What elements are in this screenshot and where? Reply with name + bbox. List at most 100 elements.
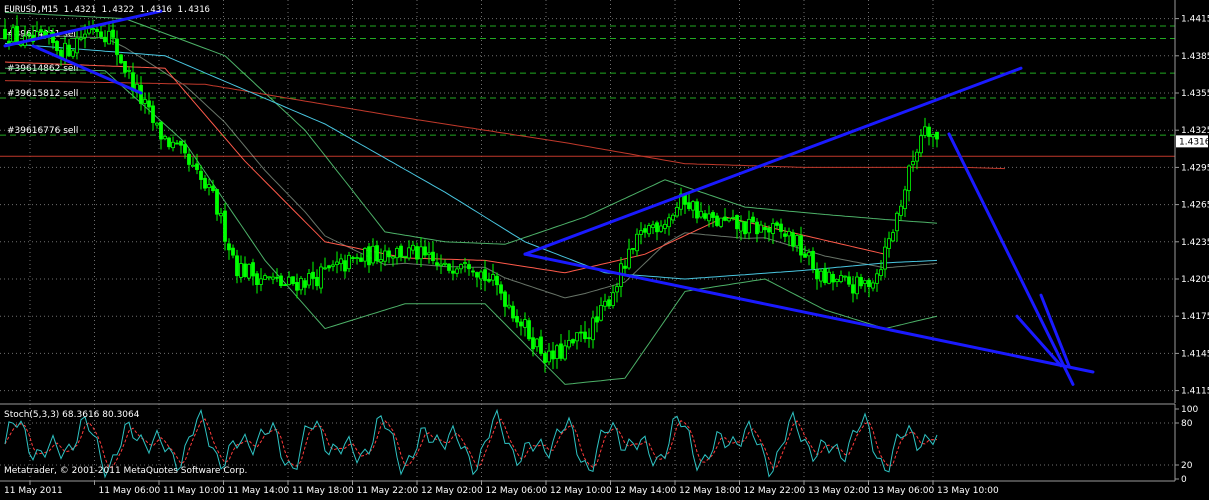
trendlines[interactable] [3,9,1095,386]
arrowhead-left[interactable] [1015,314,1063,368]
candle-body [419,246,423,260]
projection-arrow[interactable] [947,132,1075,386]
candle-body [767,227,771,233]
candle-body [459,264,463,270]
candle-body [91,28,95,31]
price-grid [0,0,1175,481]
symbol-header: EURUSD,M15 1.4321 1.4322 1.4316 1.4316 [4,5,210,15]
candle-body [11,27,15,43]
candle-body [819,270,823,282]
candle-body [823,268,827,283]
candle-body [415,246,419,260]
candle-body [867,279,871,288]
candle-body [535,338,539,348]
candle-body [347,254,351,270]
candle-body [907,165,911,192]
stochastic-label: Stoch(5,3,3) 68.3616 80.3064 [4,410,140,420]
candle-body [319,266,323,289]
candle-body [451,270,455,274]
bollinger-middle [4,33,938,299]
candle-body [315,276,319,287]
time-tick-label: 11 May 14:00 [228,486,290,496]
candle-body [299,277,303,291]
candle-body [67,44,71,57]
candle-body [519,321,523,327]
candle-body [187,153,191,165]
candle-body [243,263,247,278]
candle-body [199,170,203,180]
candle-body [903,189,907,209]
candle-body [787,230,791,237]
candle-body [663,224,667,229]
stoch-tick-label: 20 [1181,461,1193,471]
candle-body [39,29,43,33]
candle-body [835,278,839,283]
candle-body [275,276,279,279]
candle-body [323,267,327,270]
order-label: #39616776 sell [7,126,78,136]
candle-body [499,284,503,294]
candle-body [615,286,619,293]
candle-body [411,244,415,251]
price-tick-label: 1.4295 [1181,163,1209,173]
candle-body [919,135,923,154]
candle-body [27,33,31,36]
candle-body [443,262,447,265]
flag-top[interactable] [3,9,163,48]
candle-body [83,33,87,38]
candle-body [711,212,715,218]
candle-body [923,126,927,136]
current-price-label: 1.4316 [1179,137,1209,147]
candle-body [115,38,119,55]
price-tick-label: 1.4385 [1181,52,1209,62]
candle-body [439,263,443,267]
candle-body [795,235,799,247]
candle-body [731,216,735,219]
candle-body [163,135,167,140]
candle-body [671,214,675,221]
bollinger-bands [4,11,938,385]
candle-body [931,134,935,138]
candle-body [71,50,75,57]
candle-body [123,61,127,73]
candle-body [599,304,603,321]
current-price-box [1176,135,1208,148]
candle-body [251,262,255,277]
candle-body [863,280,867,284]
candle-body [103,36,107,43]
candle-body [431,251,435,261]
candle-body [407,247,411,259]
candle-body [467,264,471,270]
candle-body [611,292,615,306]
candle-body [219,212,223,217]
candle-body [527,320,531,340]
candle-body [51,31,55,43]
candle-body [351,257,355,259]
time-tick-label: 11 May 06:00 [99,486,161,496]
candle-body [591,317,595,341]
lower-trendline[interactable] [523,252,1095,374]
upper-trendline[interactable] [523,66,1023,256]
candle-body [427,252,431,255]
candle-body [479,271,483,280]
candle-body [691,201,695,211]
price-tick-label: 1.4415 [1181,15,1209,25]
candle-body [231,247,235,256]
candle-body [911,161,915,166]
time-tick-label: 13 May 06:00 [873,486,935,496]
time-tick-label: 11 May 22:00 [357,486,419,496]
candle-body [7,40,11,44]
candle-body [127,69,131,72]
candle-body [471,270,475,273]
candle-body [379,259,383,263]
candle-body [111,29,115,38]
bollinger-lower [4,67,938,385]
candle-body [307,273,311,286]
flag-bottom[interactable] [31,44,143,95]
candle-body [107,30,111,45]
candle-body [487,279,491,282]
order-label: #39604911 sell [7,29,78,39]
arrowhead-right[interactable] [1039,293,1071,368]
